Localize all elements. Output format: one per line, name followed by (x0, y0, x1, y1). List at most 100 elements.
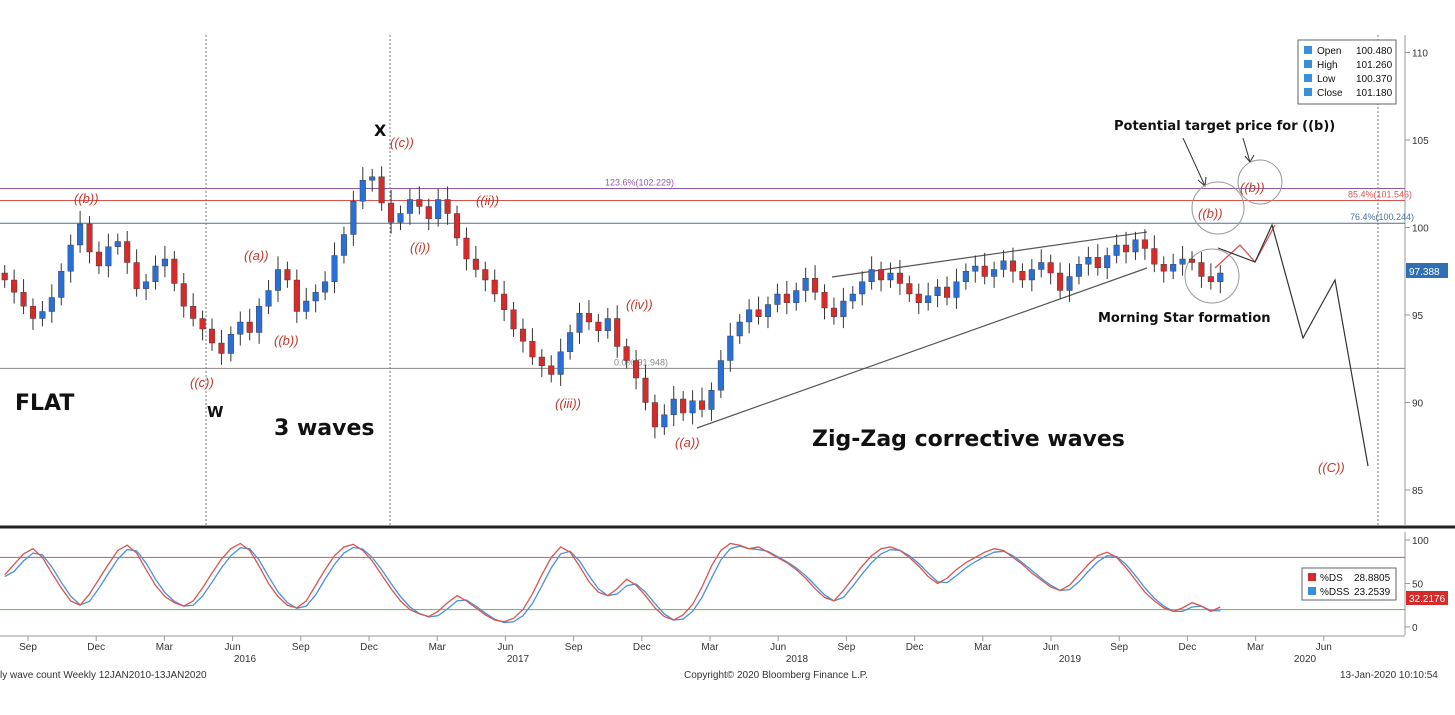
footer-right: 13-Jan-2020 10:10:54 (1340, 670, 1438, 681)
target-circle-2 (1237, 159, 1283, 205)
candle-body (642, 377, 649, 403)
candle-body (943, 286, 951, 298)
candle-body (1179, 258, 1186, 265)
fib-level-label: 123.6%(102.229) (605, 177, 674, 187)
candle-body (633, 360, 640, 379)
candle-body (86, 223, 93, 253)
candle-body (39, 311, 46, 319)
candle-body (755, 309, 762, 317)
candle-body (274, 269, 282, 291)
osc-last-tag (1406, 591, 1448, 605)
morning-star-circle (1184, 248, 1240, 304)
candle-body (1113, 244, 1120, 256)
candle-body (557, 351, 564, 375)
candle-body (934, 286, 941, 296)
candle-body (830, 307, 837, 317)
candle-body (868, 269, 875, 282)
x-month-label: Dec (906, 642, 924, 653)
candle-body (303, 300, 310, 312)
candle-body (227, 334, 234, 354)
wave-label-b2: ((b)) (274, 333, 299, 348)
candle-body (1217, 272, 1224, 282)
x-month-label: Jun (497, 642, 513, 653)
candle-body (472, 258, 479, 270)
x-month-label: Sep (292, 642, 310, 653)
wave-label-iv: ((iv)) (626, 297, 653, 312)
candle-body (878, 269, 885, 281)
x-month-label: Mar (156, 642, 174, 653)
x-month-label: Mar (974, 642, 992, 653)
candle-body (764, 304, 772, 317)
candle-body (161, 258, 168, 267)
candle-body (1047, 262, 1054, 274)
osc-legend-ds-value: 28.8805 (1354, 573, 1391, 584)
candle-body (293, 279, 300, 312)
candle-body (727, 335, 734, 361)
candle-body (1019, 271, 1026, 281)
candle-body (821, 292, 828, 309)
candle-body (143, 281, 150, 289)
candle-body (1028, 269, 1035, 281)
x-month-label: Mar (1247, 642, 1265, 653)
candle-body (802, 278, 809, 291)
price-y-tick-label: 85 (1412, 486, 1424, 497)
x-month-label: Dec (1179, 642, 1197, 653)
wave-label-i: ((i)) (410, 240, 430, 255)
candle-body (887, 272, 894, 281)
x-month-label: Sep (565, 642, 583, 653)
target-arrow-2 (1242, 137, 1251, 163)
candle-body (208, 328, 216, 344)
candle-body (312, 292, 319, 302)
ohlc-low-label: Low (1317, 74, 1336, 85)
candle-body (105, 246, 112, 267)
wedge-lower-line (696, 267, 1148, 429)
candle-body (58, 271, 65, 298)
candle-body (256, 306, 263, 333)
candle-body (237, 321, 244, 335)
wave-label-c2: ((c)) (390, 135, 414, 150)
candle-body (218, 342, 225, 354)
candle-body (783, 293, 790, 303)
candle-body (359, 180, 366, 202)
candle-body (1009, 260, 1017, 272)
candle-body (698, 400, 706, 410)
candle-body (981, 265, 988, 277)
candle-body (199, 318, 206, 330)
candle-body (708, 390, 715, 410)
osc-y-tick-label: 100 (1412, 536, 1429, 547)
target-label: Potential target price for ((b)) (1114, 119, 1335, 134)
wave-label-iii: ((iii)) (555, 396, 581, 411)
x-year-label: 2020 (1294, 654, 1317, 665)
candle-body (416, 199, 423, 207)
wave-label-b4: ((b)) (1240, 180, 1265, 195)
candle-body (369, 176, 376, 181)
osc-legend-box: %DS 28.8805 %DSS 23.2539 (1301, 567, 1397, 601)
osc-y-tick-label: 0 (1412, 623, 1418, 634)
candle-body (840, 300, 847, 317)
x-month-label: Jun (1043, 642, 1059, 653)
candle-body (95, 251, 102, 267)
last-price-tag (1406, 263, 1448, 278)
footer-center: Copyright© 2020 Bloomberg Finance L.P. (684, 670, 868, 681)
candle-body (1104, 255, 1111, 268)
wave-label-a1: ((a)) (244, 248, 269, 263)
osc-dss-line (4, 545, 1221, 624)
ohlc-high-label: High (1317, 60, 1338, 71)
candle-body (20, 292, 27, 307)
candle-body (322, 281, 329, 293)
candle-body (501, 293, 508, 310)
candle-body (548, 365, 555, 375)
candle-body (350, 201, 357, 235)
candle-body (896, 272, 903, 284)
candle-body (1075, 264, 1082, 277)
x-month-label: Jun (770, 642, 786, 653)
x-month-label: Sep (19, 642, 37, 653)
wave-label-b1: ((b)) (74, 191, 99, 206)
candle-body (623, 346, 630, 361)
candle-body (576, 313, 583, 333)
candle-body (1066, 276, 1073, 291)
candle-body (774, 293, 781, 305)
wave-label-c1: ((c)) (190, 375, 214, 390)
osc-last-value: 32.2176 (1409, 594, 1446, 605)
